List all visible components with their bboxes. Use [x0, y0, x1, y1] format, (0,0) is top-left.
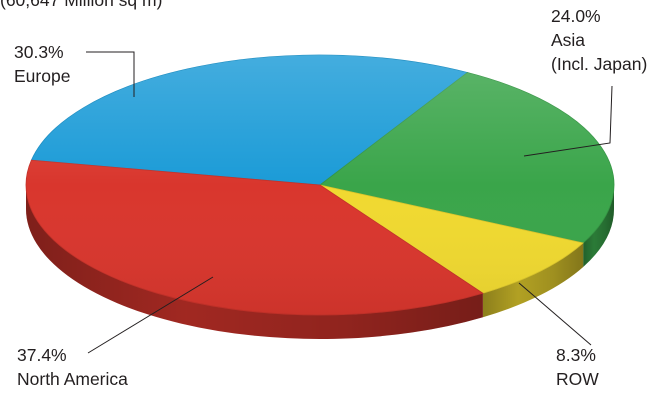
- europe-name-label: Europe: [14, 66, 71, 86]
- leader-line-north-america: [87, 276, 214, 354]
- leader-line-row: [518, 282, 592, 346]
- europe-pct-label: 30.3%: [14, 42, 64, 62]
- leader-line-asia: [523, 85, 613, 157]
- chart-subtitle: (60,647 Million sq m): [0, 0, 163, 10]
- leader-lines: [86, 51, 613, 354]
- north-america-name-label: North America: [17, 369, 128, 389]
- leader-line-europe: [86, 51, 135, 97]
- row-label: 8.3% ROW: [556, 343, 599, 391]
- asia-name-sub-label: (Incl. Japan): [551, 54, 648, 74]
- asia-pct-label: 24.0%: [551, 6, 601, 26]
- pie-top-layer: [25, 54, 615, 316]
- north-america-label: 37.4% North America: [17, 343, 128, 391]
- row-pct-label: 8.3%: [556, 345, 596, 365]
- north-america-pct-label: 37.4%: [17, 345, 67, 365]
- europe-label: 30.3% Europe: [14, 40, 70, 88]
- row-name-label: ROW: [556, 369, 599, 389]
- asia-name-label: Asia: [551, 30, 586, 50]
- asia-label: 24.0% Asia (Incl. Japan): [551, 4, 647, 76]
